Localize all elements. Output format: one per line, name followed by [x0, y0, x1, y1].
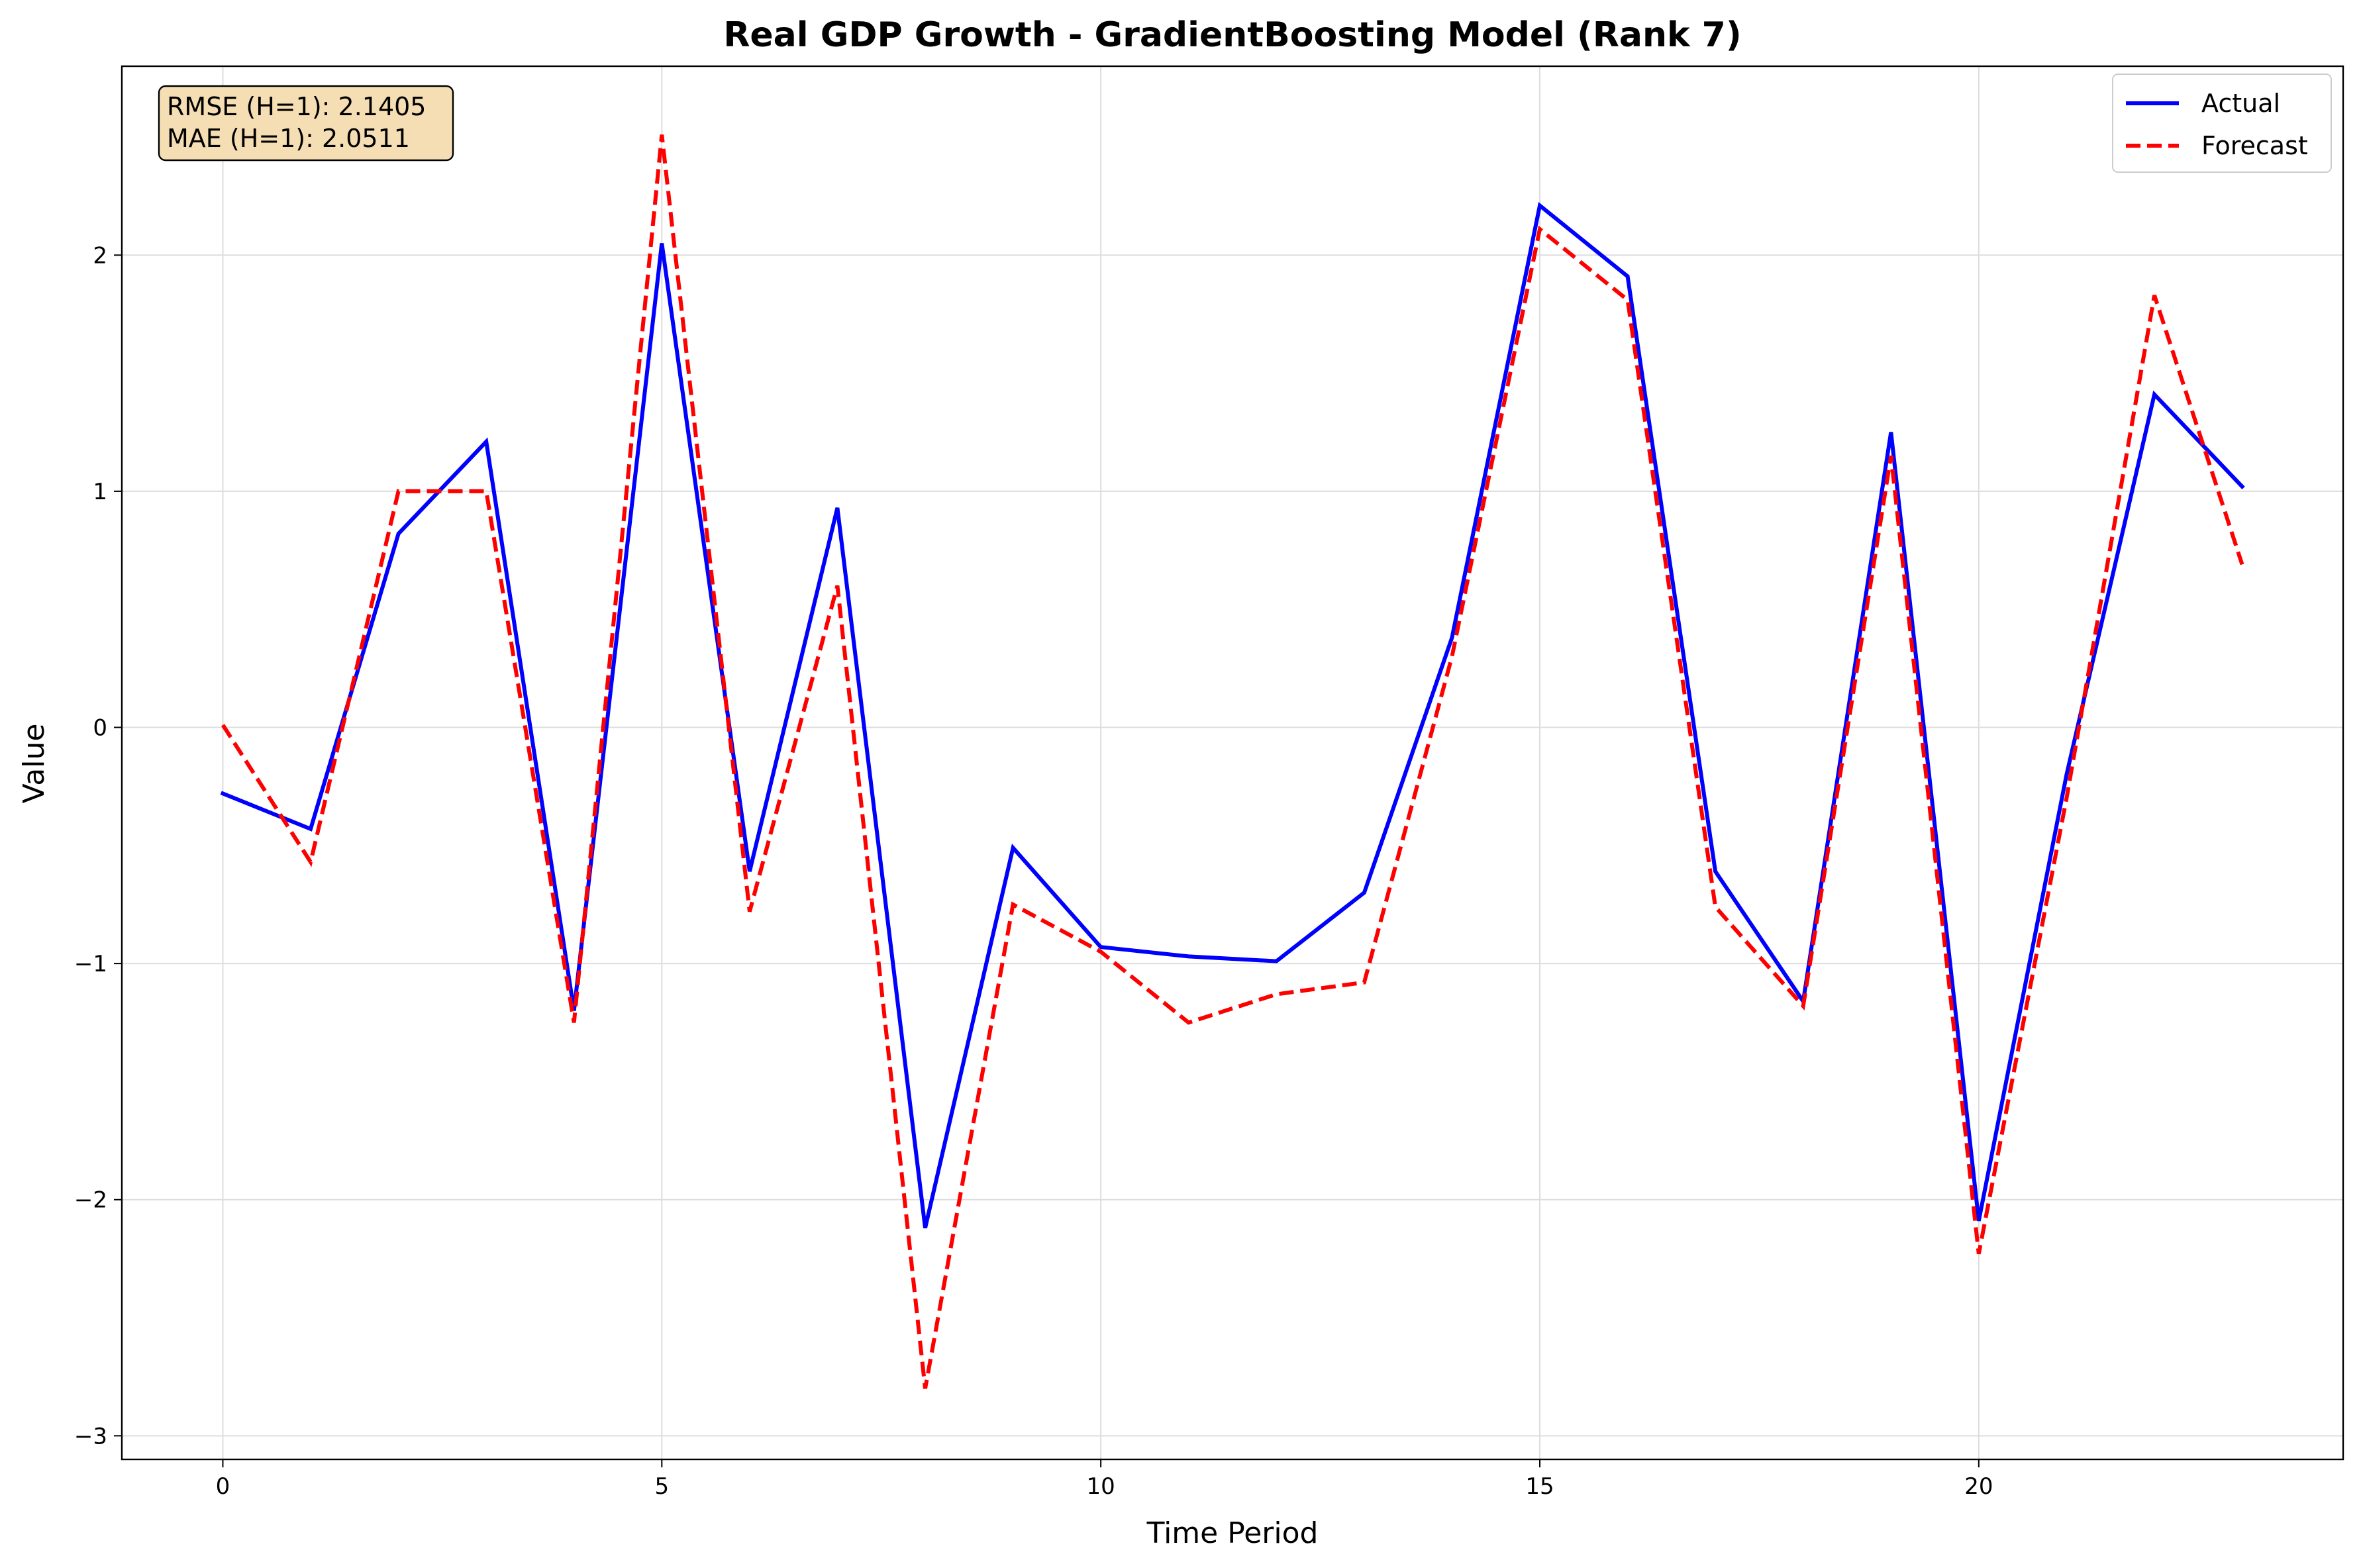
grid-lines — [122, 66, 2343, 1459]
y-tick-label: 1 — [93, 479, 107, 505]
metrics-box — [158, 85, 454, 162]
metrics-annotation: RMSE (H=1): 2.1405 MAE (H=1): 2.0511 — [158, 85, 454, 162]
y-tick-label: 2 — [93, 242, 107, 269]
y-axis-ticks: −3 −2 −1 0 1 2 — [74, 242, 122, 1449]
x-axis-label: Time Period — [1146, 1516, 1319, 1550]
x-tick-label: 15 — [1525, 1473, 1554, 1500]
plot-area — [121, 65, 2344, 1461]
x-tick-label: 10 — [1087, 1473, 1115, 1500]
mae-text: MAE (H=1): 2.0511 — [167, 124, 410, 153]
x-tick-label: 5 — [654, 1473, 669, 1500]
y-tick-label: −2 — [74, 1187, 107, 1214]
legend: Actual Forecast — [2112, 74, 2332, 173]
series-line-actual — [220, 201, 2245, 1229]
series-line-forecast — [221, 134, 2244, 1389]
chart-title: Real GDP Growth - GradientBoosting Model… — [723, 15, 1741, 55]
y-tick-label: −3 — [74, 1423, 107, 1449]
legend-box — [2112, 74, 2332, 173]
rmse-text: RMSE (H=1): 2.1405 — [167, 92, 427, 121]
legend-label-actual: Actual — [2201, 89, 2280, 118]
plot-frame — [121, 65, 2344, 1461]
x-tick-label: 20 — [1964, 1473, 1993, 1500]
x-axis-ticks: 0 5 10 15 20 — [216, 1459, 1993, 1500]
y-axis-label: Value — [17, 724, 51, 804]
series-layer — [220, 134, 2245, 1389]
y-tick-label: 0 — [93, 715, 107, 742]
y-tick-label: −1 — [74, 951, 107, 977]
plot-background — [122, 66, 2343, 1459]
legend-label-forecast: Forecast — [2201, 131, 2308, 160]
x-tick-label: 0 — [216, 1473, 230, 1500]
